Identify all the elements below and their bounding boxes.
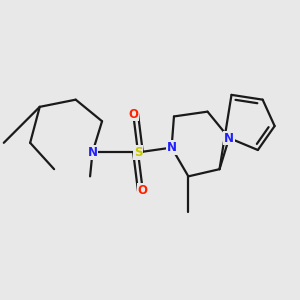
Text: O: O — [138, 184, 148, 197]
Text: N: N — [167, 141, 177, 154]
Text: N: N — [88, 146, 98, 159]
Text: S: S — [134, 146, 142, 159]
Text: O: O — [128, 107, 138, 121]
Text: N: N — [224, 131, 234, 145]
